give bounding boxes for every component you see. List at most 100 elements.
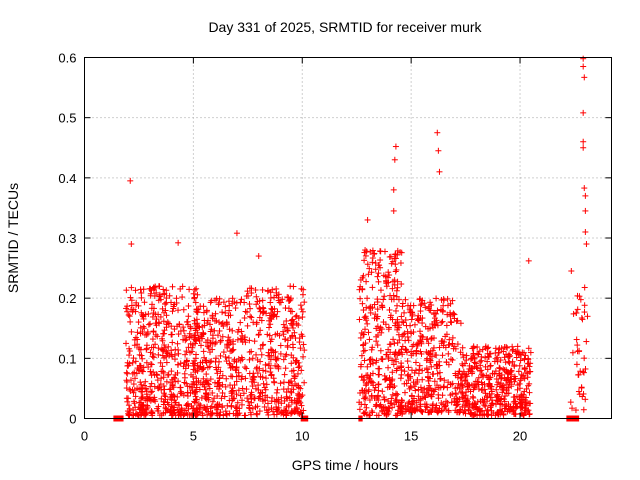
data-point [580,138,587,145]
data-point [175,347,182,354]
data-point [283,389,290,396]
data-point [214,401,221,408]
data-point [385,398,392,405]
data-point [413,399,420,406]
data-point [426,382,433,389]
data-point [273,356,280,363]
data-point [257,327,264,334]
data-point [390,336,397,343]
data-point [207,376,214,383]
data-point [204,377,211,384]
data-point [192,299,199,306]
data-point [421,393,428,400]
data-point [435,395,442,402]
data-point [155,311,162,318]
data-point [133,370,140,377]
data-point [236,405,243,412]
data-point [380,296,387,303]
data-point [166,408,173,415]
data-point [510,398,517,405]
data-point [464,395,471,402]
data-point [278,394,285,401]
data-point [239,373,246,380]
data-point [285,294,292,301]
data-point [427,385,434,392]
data-point [399,318,406,325]
data-point [170,392,177,399]
data-point [390,186,397,193]
data-point [527,349,534,356]
data-point [127,177,134,184]
data-point [394,412,401,419]
data-point [141,411,148,418]
data-point [474,350,481,357]
data-point [394,302,401,309]
data-point [431,309,438,316]
data-point [288,368,295,375]
data-point [381,293,388,300]
data-point [138,289,145,296]
data-point [288,352,295,359]
data-point [267,356,274,363]
data-point [242,364,249,371]
data-point [129,308,136,315]
data-point [127,294,134,301]
data-point [234,328,241,335]
data-point [301,347,308,354]
data-point [423,357,430,364]
data-point [177,285,184,292]
data-point [192,399,199,406]
data-point [166,386,173,393]
data-point [227,382,234,389]
data-point [128,328,135,335]
data-point [393,293,400,300]
data-point [299,314,306,321]
data-point [202,406,209,413]
data-point [459,351,466,358]
data-point [185,302,192,309]
data-point [394,251,401,258]
data-point [135,319,142,326]
data-point [356,316,363,323]
data-point [160,374,167,381]
data-point [439,318,446,325]
data-point [391,156,398,163]
data-point [580,144,587,151]
data-point [222,353,229,360]
data-point [208,358,215,365]
data-point [259,310,266,317]
data-point [376,403,383,410]
data-point [526,363,533,370]
data-point [400,331,407,338]
data-point [243,293,250,300]
data-point [229,387,236,394]
data-point [373,359,380,366]
data-point [230,341,237,348]
data-point [398,403,405,410]
data-point [260,380,267,387]
data-point [202,395,209,402]
data-point [364,320,371,327]
data-point [580,109,587,116]
data-point [578,384,585,391]
data-point [581,284,588,291]
data-point [253,365,260,372]
data-point [422,323,429,330]
data-point [582,228,589,235]
data-point [371,251,378,258]
data-point [435,147,442,154]
data-point [225,298,232,305]
data-point [194,320,201,327]
data-point [192,340,199,347]
data-point [367,248,374,255]
data-point [252,286,259,293]
data-point [212,364,219,371]
data-point [274,386,281,393]
data-point [425,340,432,347]
data-point [401,330,408,337]
data-point [217,411,224,418]
data-point [358,374,365,381]
data-point [143,395,150,402]
data-point [434,322,441,329]
data-point [149,336,156,343]
